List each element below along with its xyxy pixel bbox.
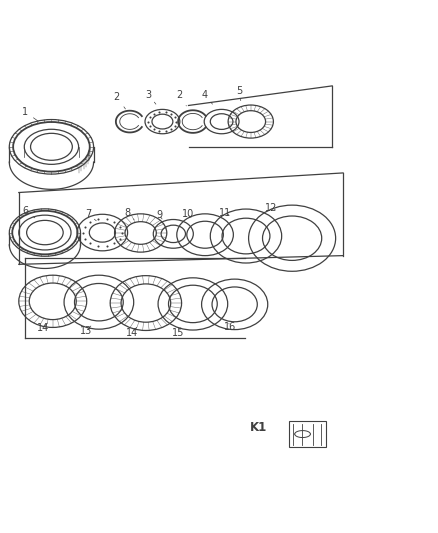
Text: 13: 13	[80, 326, 92, 336]
Text: 1: 1	[22, 107, 38, 122]
Text: 2: 2	[113, 92, 125, 109]
Text: 4: 4	[202, 90, 212, 104]
Text: 5: 5	[237, 86, 243, 101]
Text: 3: 3	[145, 90, 156, 104]
Text: 10: 10	[181, 209, 194, 219]
Text: 7: 7	[85, 209, 96, 221]
Text: 16: 16	[224, 321, 237, 332]
Text: 12: 12	[265, 203, 277, 213]
Text: 2: 2	[176, 91, 186, 106]
Text: 14: 14	[37, 323, 49, 333]
Text: K1: K1	[250, 421, 267, 434]
Text: 14: 14	[126, 327, 138, 337]
Text: 11: 11	[219, 207, 231, 217]
Text: 6: 6	[22, 206, 35, 218]
Text: 9: 9	[156, 209, 162, 220]
Bar	[289, 422, 325, 447]
Text: 8: 8	[124, 208, 134, 220]
Text: 15: 15	[172, 328, 185, 337]
